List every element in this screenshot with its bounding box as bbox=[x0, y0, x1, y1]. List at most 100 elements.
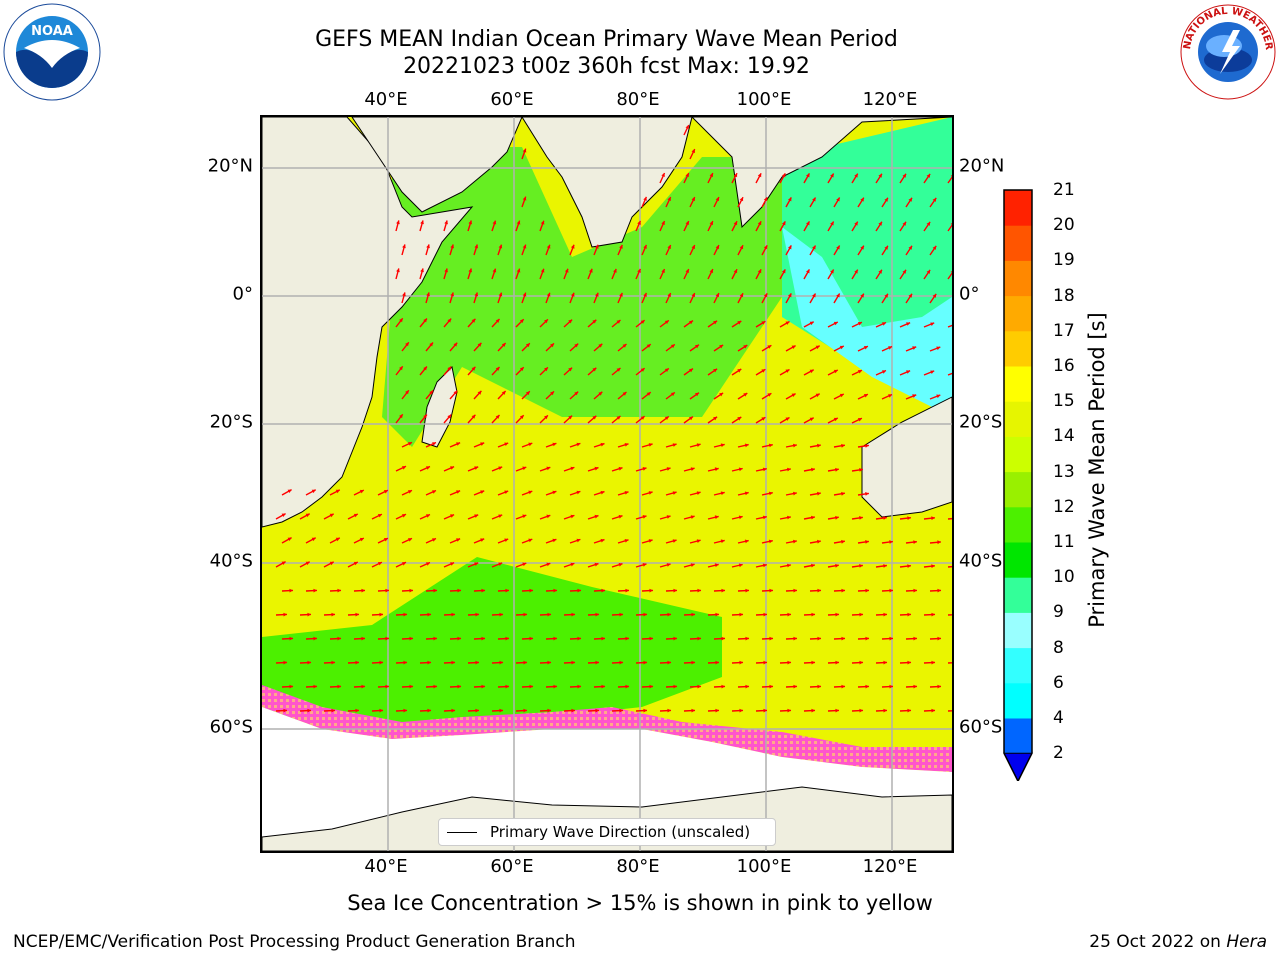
wave-arrow-head bbox=[592, 367, 597, 372]
map-area bbox=[260, 115, 954, 853]
wave-arrow-head bbox=[690, 467, 695, 471]
wave-arrow-head bbox=[691, 708, 695, 713]
wave-arrow-head bbox=[931, 516, 935, 521]
colorbar-segment bbox=[1004, 436, 1032, 473]
colorbar-segment bbox=[1004, 366, 1032, 402]
wave-arrow-head bbox=[477, 342, 482, 347]
wave-arrow-head bbox=[423, 318, 427, 323]
wave-arrow-head bbox=[379, 708, 383, 713]
wave-arrow-head bbox=[456, 442, 461, 446]
wave-arrow-head bbox=[546, 466, 551, 471]
wave-arrow-head bbox=[806, 269, 810, 274]
wave-arrow-head bbox=[313, 636, 317, 641]
wave-arrow-head bbox=[571, 708, 575, 713]
wave-arrow-head bbox=[474, 562, 479, 566]
wave-arrow-head bbox=[568, 319, 573, 324]
wave-arrow-head bbox=[937, 540, 941, 545]
wave-arrow-head bbox=[453, 342, 458, 347]
wave-arrow-head bbox=[817, 443, 821, 448]
wave-arrow-head bbox=[667, 197, 671, 201]
wave-arrow-head bbox=[721, 588, 725, 593]
wave-arrow-head bbox=[471, 318, 476, 323]
wave-arrow-head bbox=[287, 489, 292, 493]
wave-arrow-head bbox=[523, 612, 527, 617]
wave-arrow-head bbox=[553, 636, 557, 641]
wave-arrow-head bbox=[787, 612, 791, 617]
wave-arrow-head bbox=[600, 490, 605, 495]
wave-arrow-head bbox=[768, 539, 773, 544]
wave-arrow-head bbox=[403, 708, 407, 713]
wave-arrow-head bbox=[564, 268, 569, 273]
wave-arrow-head bbox=[744, 491, 749, 496]
wave-arrow-head bbox=[307, 660, 311, 665]
wave-arrow-head bbox=[402, 292, 406, 297]
wave-arrow-head bbox=[936, 394, 941, 399]
wave-arrow-head bbox=[570, 514, 575, 519]
lat-label-left-40s: 40°S bbox=[209, 550, 253, 572]
wave-arrow-head bbox=[624, 443, 629, 447]
wave-arrow-head bbox=[830, 173, 834, 178]
wave-arrow-head bbox=[889, 684, 893, 689]
wave-arrow-head bbox=[643, 660, 647, 665]
wave-arrow-head bbox=[408, 490, 412, 494]
wave-arrow-head bbox=[616, 320, 621, 324]
lat-label-left-60s: 60°S bbox=[209, 716, 253, 738]
wave-arrow-head bbox=[713, 368, 718, 373]
wave-arrow-head bbox=[540, 220, 545, 225]
wave-arrow-head bbox=[505, 684, 509, 689]
wave-arrow-head bbox=[685, 173, 689, 177]
wave-arrow-shaft bbox=[947, 565, 952, 568]
wave-arrow-head bbox=[664, 416, 669, 420]
wave-arrow-head bbox=[525, 343, 530, 348]
wave-arrow-head bbox=[337, 684, 341, 689]
wave-arrow-head bbox=[739, 612, 743, 617]
wave-arrow-head bbox=[666, 563, 671, 567]
wave-arrow-head bbox=[930, 370, 935, 374]
wave-arrow-head bbox=[481, 636, 485, 641]
wave-arrow-head bbox=[409, 684, 413, 689]
wave-arrow-head bbox=[882, 370, 886, 374]
wave-arrow-head bbox=[811, 660, 815, 665]
wave-arrow-head bbox=[594, 466, 599, 471]
wave-arrow-head bbox=[522, 466, 527, 471]
wave-arrow-head bbox=[403, 660, 407, 665]
period-cyan-indonesia bbox=[782, 227, 952, 417]
wave-arrow-head bbox=[913, 588, 917, 593]
wave-arrow-head bbox=[937, 588, 941, 593]
wave-arrow-head bbox=[950, 175, 952, 177]
wave-arrow-head bbox=[661, 221, 665, 225]
wave-arrow-head bbox=[812, 197, 816, 202]
wave-arrow-head bbox=[474, 466, 479, 470]
wave-arrow-head bbox=[519, 319, 524, 323]
colorbar-segment bbox=[1004, 401, 1032, 437]
wave-arrow-head bbox=[396, 220, 400, 225]
wave-arrow-head bbox=[355, 660, 359, 665]
wave-arrow-head bbox=[859, 660, 863, 665]
wave-arrow-head bbox=[359, 489, 364, 494]
wave-arrow-head bbox=[331, 612, 335, 617]
wave-arrow-head bbox=[737, 321, 742, 325]
wave-arrow-head bbox=[618, 514, 623, 519]
wave-arrow-head bbox=[908, 245, 912, 250]
colorbar-tick-label: 6 bbox=[1053, 672, 1064, 693]
wave-arrow-head bbox=[637, 268, 641, 273]
wave-arrow-head bbox=[673, 636, 677, 641]
wave-arrow-head bbox=[481, 684, 485, 689]
wave-arrow-head bbox=[546, 562, 551, 567]
wave-arrow-head bbox=[857, 418, 862, 422]
wave-arrow-head bbox=[787, 660, 791, 665]
wave-arrow-head bbox=[781, 173, 786, 178]
wave-arrow-head bbox=[865, 540, 869, 544]
colorbar-tick-label: 17 bbox=[1053, 320, 1075, 341]
wave-arrow-head bbox=[427, 660, 431, 665]
wave-arrow-head bbox=[883, 516, 887, 520]
wave-arrow-shaft bbox=[947, 517, 952, 520]
wave-arrow-head bbox=[289, 588, 293, 593]
wave-arrow-head bbox=[408, 442, 412, 446]
wave-arrow-head bbox=[841, 491, 845, 496]
lat-label-right-20n: 20°N bbox=[959, 155, 1005, 177]
wave-arrow-head bbox=[544, 415, 548, 420]
wave-arrow-head bbox=[836, 245, 840, 250]
wave-arrow-head bbox=[576, 538, 581, 543]
wave-arrow-head bbox=[836, 293, 840, 298]
